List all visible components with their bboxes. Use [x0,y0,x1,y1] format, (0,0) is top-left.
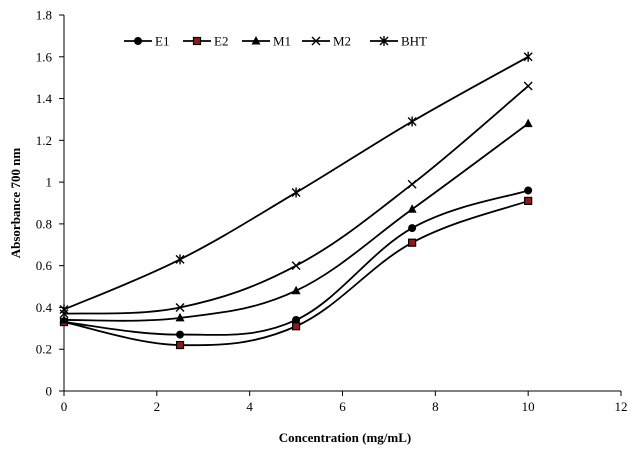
legend-marker-e1 [134,37,142,45]
y-axis-ticks: 0 0.2 0.4 0.6 0.8 1 1.2 1.4 1.6 1.8 [36,8,64,399]
series-m2-point-shape [175,302,185,312]
series-bht-point [407,116,417,127]
y-tick-label: 1.4 [36,91,53,106]
series-bht-point-shape [175,254,185,265]
x-tick-label: 8 [432,399,439,414]
x-tick-label: 6 [339,399,346,414]
series-m2-point [407,179,417,189]
series-bht-line [63,55,529,311]
series-e2-point [408,238,417,247]
series-e2-point [291,322,301,331]
y-tick-label: 1 [46,175,53,190]
series-m1-point [59,314,69,324]
x-tick-label: 4 [246,399,253,414]
series-m1-point [175,312,185,322]
legend-marker-bht-shape [379,36,389,46]
legend-label-e1: E1 [155,34,169,49]
legend-label-m1: M1 [273,34,291,49]
series-bht-point [523,51,533,62]
legend-marker-e2 [192,36,202,46]
series-m1 [59,118,533,324]
legend-item-m1: M1 [242,34,291,49]
series-m1-point-shape [59,314,69,324]
series-m2-point-shape [523,81,533,91]
y-axis-title: Absorbance 700 nm [8,148,23,259]
y-tick-label: 0 [46,384,53,399]
series-m1-point [407,204,417,213]
series-m1-point [523,118,533,128]
legend-item-e2: E2 [183,34,228,49]
series-e2-line [63,200,529,347]
legend-marker-e1-shape [134,37,142,45]
series-e1-point [176,330,185,339]
series-e1 [60,186,533,339]
series-e2-point [524,196,533,206]
x-tick-label: 2 [154,399,161,414]
series-bht-point-shape [59,304,69,315]
legend-label-e2: E2 [214,34,228,49]
series-e2-point [175,340,185,350]
series-m2-point [523,81,533,91]
x-tick-label: 0 [61,399,68,414]
y-tick-label: 1.6 [36,49,53,64]
legend-label-m2: M2 [333,34,351,49]
legend-marker-e2-shape [192,36,202,46]
series-m1-point [291,285,301,295]
series-m1-point-shape [175,312,185,322]
legend-marker-bht [379,36,389,46]
series-bht-point-shape [523,51,533,62]
y-tick-label: 0.2 [36,342,52,357]
series-e1-point-shape [176,330,185,339]
legend-marker-m1 [251,36,261,45]
x-tick-label: 10 [522,399,535,414]
x-axis-title: Concentration (mg/mL) [279,430,412,445]
series-e2-point-shape [175,340,185,350]
legend-marker-m2 [311,36,321,46]
x-axis-ticks: 0 2 4 6 8 10 12 [61,391,628,414]
legend-label-bht: BHT [401,34,427,49]
series-e2-point-shape [524,196,533,206]
series-m2-point-shape [407,179,417,189]
legend-marker-m1-shape [251,36,261,45]
series-bht-point [291,187,301,198]
legend-item-m2: M2 [302,34,351,49]
series-bht-point-shape [407,116,417,127]
legend: E1 E2 M1 M2 BHT [124,34,427,49]
series-m2-line [63,85,529,315]
series-e1-point [524,186,533,195]
series-m2-point [291,261,301,271]
series-layer [59,51,533,350]
series-e2-point-shape [291,322,301,331]
y-tick-label: 0.4 [36,300,53,315]
series-e1-point-shape [292,315,301,324]
series-m1-point-shape [407,204,417,213]
legend-marker-m2-shape [311,36,321,46]
y-tick-label: 0.8 [36,216,52,231]
series-e1-point-shape [524,186,533,195]
x-tick-label: 12 [615,399,628,414]
legend-item-e1: E1 [124,34,169,49]
series-m1-point-shape [523,118,533,128]
series-bht-point [175,254,185,265]
series-bht [59,51,533,315]
y-tick-label: 1.8 [36,8,52,23]
y-tick-label: 0.6 [36,258,53,273]
y-tick-label: 1.2 [36,133,52,148]
series-bht-point [59,304,69,315]
series-e1-point [408,224,417,233]
series-m1-point-shape [291,285,301,295]
series-e2-point-shape [408,238,417,247]
series-m2-point [175,302,185,312]
series-m1-line [63,122,529,322]
series-e1-point-shape [408,224,417,233]
legend-item-bht: BHT [370,34,427,49]
series-e1-point [292,315,301,324]
series-m2-point-shape [291,261,301,271]
series-bht-point-shape [291,187,301,198]
series-e2 [59,196,533,350]
series-e1-line [63,189,529,336]
